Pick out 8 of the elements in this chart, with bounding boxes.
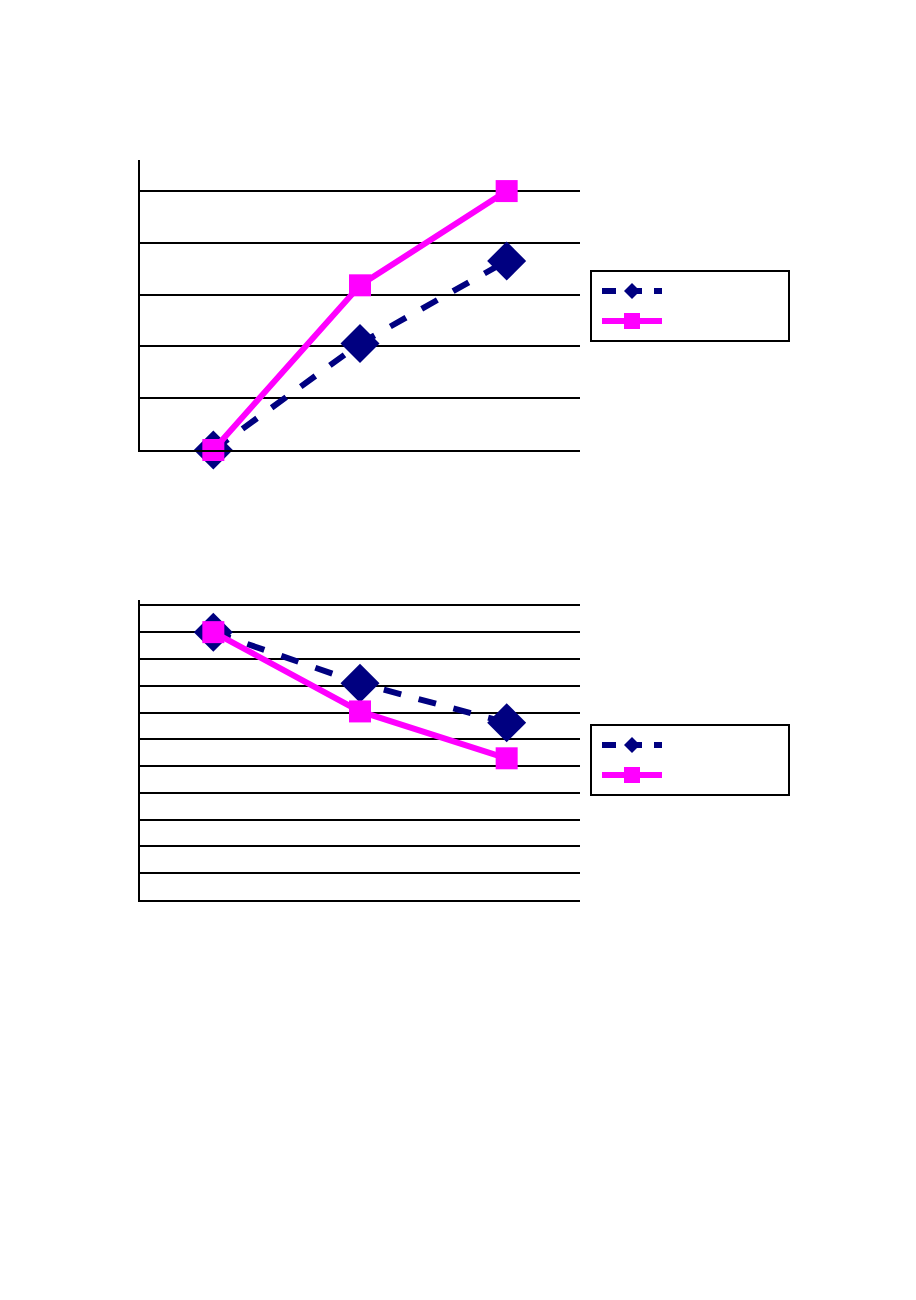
point	[349, 700, 371, 723]
point	[495, 180, 518, 203]
point	[340, 324, 380, 364]
point	[495, 747, 518, 770]
point	[349, 274, 371, 297]
point	[487, 703, 527, 743]
point	[487, 241, 527, 281]
point	[340, 663, 380, 703]
